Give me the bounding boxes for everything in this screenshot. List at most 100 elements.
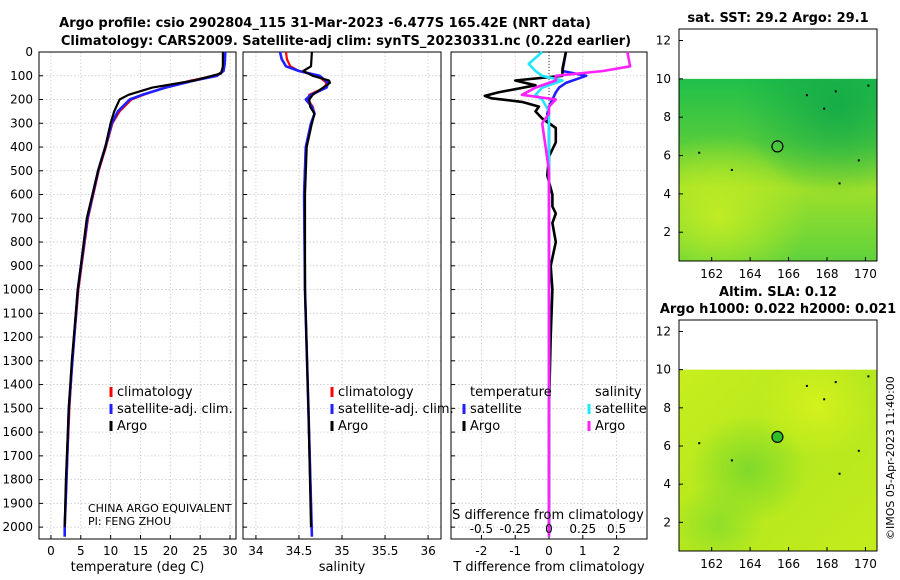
sla-map: Altim. SLA: 0.12 Argo h1000: 0.022 h2000… [656, 285, 896, 571]
island-marker [823, 107, 826, 110]
y-tick-label: 800 [10, 235, 33, 249]
y-tick-label: 1000 [2, 283, 33, 297]
program-label: CHINA ARGO EQUIVALENT [88, 502, 232, 515]
sdiff-tick-label: -0.25 [500, 522, 531, 536]
map-x-tick-label: 162 [700, 557, 723, 571]
y-tick-label: 1400 [2, 378, 33, 392]
x-tick-label: 34.5 [286, 544, 313, 558]
x-tick-label: 30 [222, 544, 237, 558]
salinity-panel: 34 34.5 35 35.5 36 salinity climatology satelli… [242, 51, 454, 575]
temp-xlabel: temperature (deg C) [71, 560, 205, 575]
sal-xlabel: salinity [319, 560, 366, 575]
y-tick-label: 500 [10, 164, 33, 178]
x-tick-label: 36 [420, 544, 435, 558]
y-tick-label: 300 [10, 116, 33, 130]
x-tick-label: 1 [579, 544, 587, 558]
map-field-shade [679, 78, 877, 261]
sla-map-subtitle: Argo h1000: 0.022 h2000: 0.021 [660, 302, 896, 317]
temperature-panel: 0 5 10 15 20 25 300100200300400500600700800900… [2, 45, 237, 575]
x-tick-label: -1 [509, 544, 521, 558]
map-x-tick-label: 166 [777, 557, 800, 571]
y-tick-label: 1200 [2, 330, 33, 344]
x-tick-label: 5 [77, 544, 85, 558]
island-marker [823, 398, 826, 401]
map-x-tick-label: 168 [816, 557, 839, 571]
map-frame [678, 28, 878, 262]
map-y-tick-label: 12 [656, 34, 671, 48]
island-marker [857, 449, 860, 452]
map-y-tick-label: 10 [656, 72, 671, 86]
island-marker [805, 94, 808, 97]
temp-legend-climatology-label: climatology [117, 385, 193, 400]
y-tick-label: 900 [10, 259, 33, 273]
island-marker [838, 472, 841, 475]
x-tick-label: 10 [103, 544, 118, 558]
tdiff-xlabel: T difference from climatology [452, 560, 645, 575]
island-marker [867, 375, 870, 378]
sdiff-satellite-line [527, 51, 564, 537]
temp-satellite-line [63, 51, 227, 537]
map-y-tick-label: 12 [656, 324, 671, 338]
diff-legend-header-temperature: temperature [470, 385, 552, 400]
map-y-tick-label: 10 [656, 363, 671, 377]
x-tick-label: -2 [475, 544, 487, 558]
island-marker [805, 384, 808, 387]
map-x-tick-label: 168 [816, 267, 839, 281]
axes-frame [242, 51, 442, 540]
x-tick-label: 2 [613, 544, 621, 558]
map-x-tick-label: 170 [854, 557, 877, 571]
map-frame [678, 319, 878, 552]
map-y-tick-label: 2 [663, 225, 671, 239]
title-line-2: Climatology: CARS2009. Satellite-adj cli… [61, 34, 631, 49]
argo-position-marker [771, 430, 784, 443]
island-marker [730, 168, 733, 171]
map-x-tick-label: 170 [854, 267, 877, 281]
argo-position-marker [771, 140, 784, 153]
x-tick-label: 0 [545, 544, 553, 558]
map-x-tick-label: 162 [700, 267, 723, 281]
x-tick-label: 35 [334, 544, 349, 558]
y-tick-label: 600 [10, 188, 33, 202]
axes-frame [38, 51, 237, 540]
x-tick-label: 15 [133, 544, 148, 558]
map-y-tick-label: 6 [663, 149, 671, 163]
y-tick-label: 100 [10, 69, 33, 83]
y-tick-label: 1300 [2, 354, 33, 368]
map-field-shade [679, 369, 877, 551]
y-tick-label: 1700 [2, 449, 33, 463]
x-tick-label: 35.5 [372, 544, 399, 558]
y-tick-label: 1800 [2, 473, 33, 487]
sdiff-xlabel: S difference from climatology [452, 508, 644, 523]
x-tick-label: 34 [248, 544, 263, 558]
pi-label: PI: FENG ZHOU [88, 515, 171, 528]
title-line-1: Argo profile: csio 2902804_115 31-Mar-20… [59, 16, 591, 31]
y-tick-label: 1600 [2, 425, 33, 439]
imos-credit: ©IMOS 05-Apr-2023 11:40:00 [884, 376, 897, 540]
island-marker [834, 381, 837, 384]
map-y-tick-label: 6 [663, 439, 671, 453]
map-y-tick-label: 8 [663, 110, 671, 124]
sst-map: sat. SST: 29.2 Argo: 29.1 162 164 166 168 17… [656, 11, 878, 281]
diff-legend-temp-satellite-label: satellite [470, 402, 522, 417]
island-marker [867, 84, 870, 87]
island-marker [698, 442, 701, 445]
sdiff-tick-label: -0.5 [470, 522, 493, 536]
island-marker [698, 151, 701, 154]
temp-legend-argo-label: Argo [117, 419, 147, 434]
sal-legend-satellite-label: satellite-adj. clim. [338, 402, 454, 417]
island-marker [834, 90, 837, 93]
y-tick-label: 1100 [2, 306, 33, 320]
y-tick-label: 200 [10, 93, 33, 107]
tdiff-argo-line [483, 51, 568, 528]
sst-map-title: sat. SST: 29.2 Argo: 29.1 [687, 11, 868, 26]
island-marker [838, 182, 841, 185]
x-tick-label: 20 [163, 544, 178, 558]
x-tick-label: 25 [193, 544, 208, 558]
sal-legend-argo-label: Argo [338, 419, 368, 434]
y-tick-label: 400 [10, 140, 33, 154]
sal-argo-line [302, 51, 331, 528]
island-marker [857, 159, 860, 162]
y-tick-label: 1900 [2, 496, 33, 510]
diff-legend-sal-satellite-label: satellite [595, 402, 647, 417]
